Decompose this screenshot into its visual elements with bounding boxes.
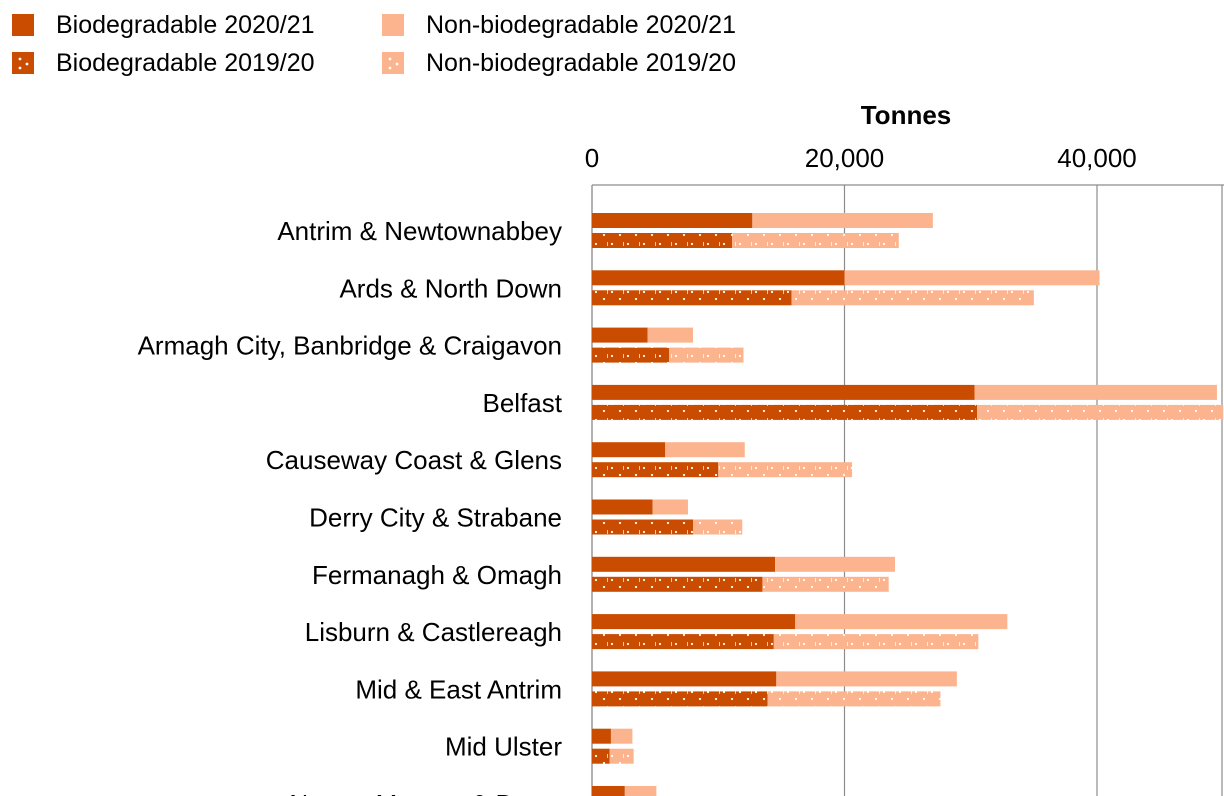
bar-segment	[610, 728, 633, 744]
bar-segment	[592, 347, 670, 363]
bar-segment	[592, 233, 733, 248]
bar-segment	[592, 270, 845, 286]
bar-segment	[592, 748, 610, 764]
bar-segment	[773, 634, 979, 650]
category-label: Lisburn & Castlereagh	[305, 617, 562, 647]
bar-segment	[592, 614, 796, 630]
bar-segment	[592, 671, 777, 687]
category-label: Causeway Coast & Glens	[266, 445, 562, 475]
bar-segment	[592, 634, 774, 650]
bar-segment	[693, 519, 743, 535]
category-label: Derry City & Strabane	[309, 503, 562, 533]
x-tick-label: 20,000	[805, 143, 885, 173]
x-tick-label: 40,000	[1057, 143, 1137, 173]
bar-segment	[718, 462, 853, 478]
bar-segment	[592, 691, 768, 707]
x-axis-title: Tonnes	[861, 100, 952, 130]
bar-segment	[762, 576, 889, 592]
chart-legend: Biodegradable 2020/21 Non-biodegradable …	[0, 0, 820, 90]
category-label: Newry, Mourne & Down	[289, 789, 562, 796]
legend-swatch-nonbio-2020-21	[382, 14, 404, 36]
bar-segment	[592, 462, 719, 478]
category-label: Mid & East Antrim	[355, 674, 562, 704]
bar-segment	[609, 748, 634, 764]
bar-segment	[592, 213, 753, 228]
bar-segment	[844, 270, 1100, 286]
bar-segment	[592, 556, 776, 572]
bar-segment	[752, 213, 933, 228]
bar-segment	[592, 786, 625, 796]
legend-label: Biodegradable 2020/21	[56, 11, 315, 39]
category-label: Antrim & Newtownabbey	[277, 216, 562, 246]
bars	[592, 213, 1224, 796]
category-label: Ards & North Down	[339, 273, 562, 303]
category-label: Armagh City, Banbridge & Craigavon	[138, 331, 562, 361]
category-label: Fermanagh & Omagh	[312, 560, 562, 590]
category-labels: Antrim & Newtownabbey Ards & North Down Ar…	[138, 216, 563, 796]
bar-segment	[624, 786, 657, 796]
bar-segment	[776, 671, 957, 687]
bar-segment	[592, 290, 792, 306]
bar-segment	[791, 290, 1034, 306]
bar-segment	[669, 347, 744, 363]
legend-label: Biodegradable 2019/20	[56, 49, 315, 77]
x-tick-label: 0	[585, 143, 599, 173]
category-label: Mid Ulster	[445, 732, 562, 762]
bar-segment	[592, 384, 975, 400]
bar-segment	[775, 556, 895, 572]
x-axis-ticks: 0 20,000 40,000	[585, 143, 1137, 173]
bar-segment	[592, 519, 693, 535]
bar-segment	[592, 442, 666, 458]
bar-segment	[592, 576, 763, 592]
legend-label: Non-biodegradable 2019/20	[426, 49, 736, 77]
legend-label: Non-biodegradable 2020/21	[426, 11, 736, 39]
bar-segment	[795, 614, 1008, 630]
bar-segment	[974, 384, 1217, 400]
category-label: Belfast	[483, 388, 563, 418]
bar-segment	[592, 404, 978, 420]
bar-segment	[652, 499, 688, 515]
bar-segment	[767, 691, 941, 707]
bar-segment	[647, 327, 693, 343]
legend-swatch-bio-2019-20	[12, 52, 34, 74]
bar-segment	[592, 327, 648, 343]
bar-segment	[977, 404, 1224, 420]
bar-segment	[665, 442, 745, 458]
bar-segment	[592, 728, 611, 744]
bar-segment	[732, 233, 899, 248]
legend-swatch-bio-2020-21	[12, 14, 34, 36]
legend-swatch-nonbio-2019-20	[382, 52, 404, 74]
bar-segment	[592, 499, 653, 515]
